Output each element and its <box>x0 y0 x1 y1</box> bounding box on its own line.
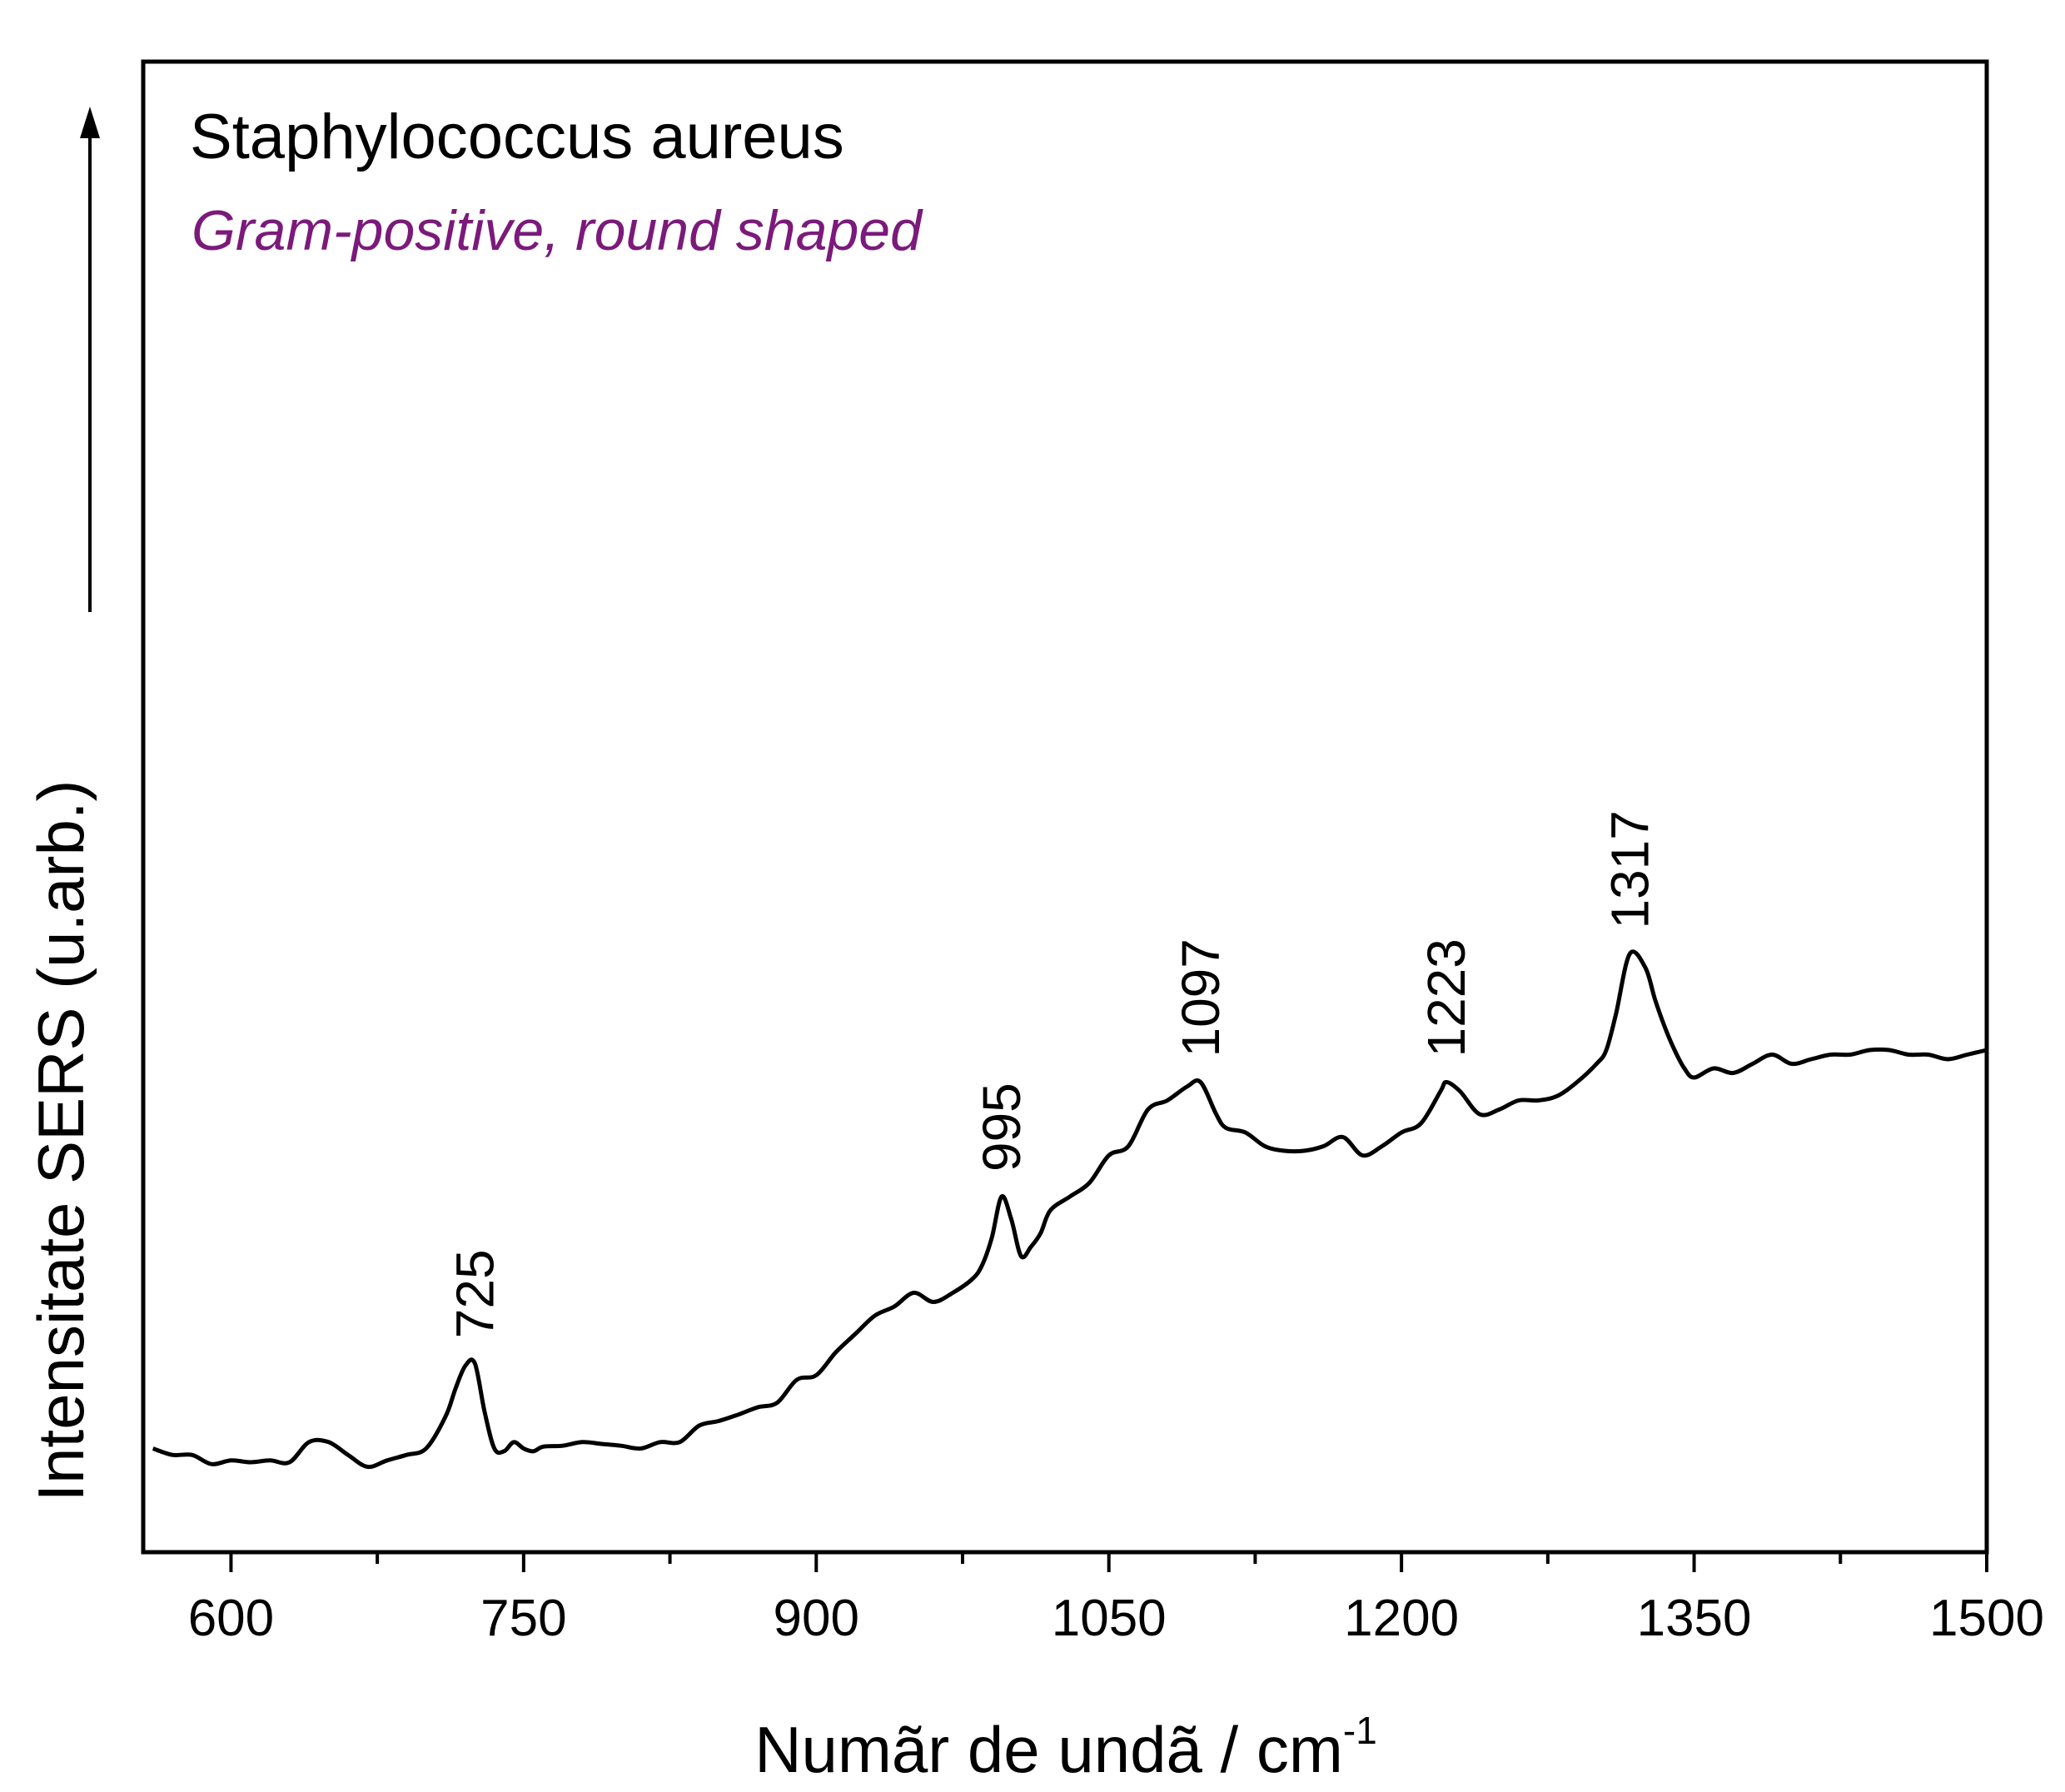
plot-frame <box>141 59 1989 1555</box>
peak-label: 1317 <box>1600 810 1659 928</box>
chart-subtitle: Gram-positive, round shaped <box>192 199 923 262</box>
x-tick-label: 750 <box>480 1590 566 1647</box>
x-tick-label: 1500 <box>1929 1590 2044 1647</box>
x-axis-ticks <box>229 1552 1988 1572</box>
intensity-arrow-icon <box>80 107 100 612</box>
series-line <box>152 949 1988 1470</box>
peak-label: 995 <box>972 1083 1032 1172</box>
x-axis-label-superscript: -1 <box>1343 1709 1377 1752</box>
x-axis-tick-labels: 600 750 900 1050 1200 1350 1500 <box>188 1590 2044 1647</box>
x-tick-label: 1350 <box>1637 1590 1752 1647</box>
peak-labels: 725 995 1097 1223 1317 <box>445 810 1659 1338</box>
peak-label: 1223 <box>1416 938 1476 1057</box>
x-axis-label-main: Numãr de undã / cm <box>754 1713 1343 1786</box>
x-tick-label: 1200 <box>1344 1590 1459 1647</box>
x-tick-label: 1050 <box>1052 1590 1167 1647</box>
y-axis-label: Intensitate SERS (u.arb.) <box>24 779 97 1501</box>
peak-label: 725 <box>445 1249 505 1338</box>
chart-title: Staphylococcus aureus <box>190 102 844 172</box>
peak-label: 1097 <box>1171 938 1231 1057</box>
x-tick-label: 900 <box>774 1590 859 1647</box>
x-axis-label: Numãr de undã / cm-1 <box>754 1709 1377 1786</box>
x-tick-label: 600 <box>188 1590 274 1647</box>
